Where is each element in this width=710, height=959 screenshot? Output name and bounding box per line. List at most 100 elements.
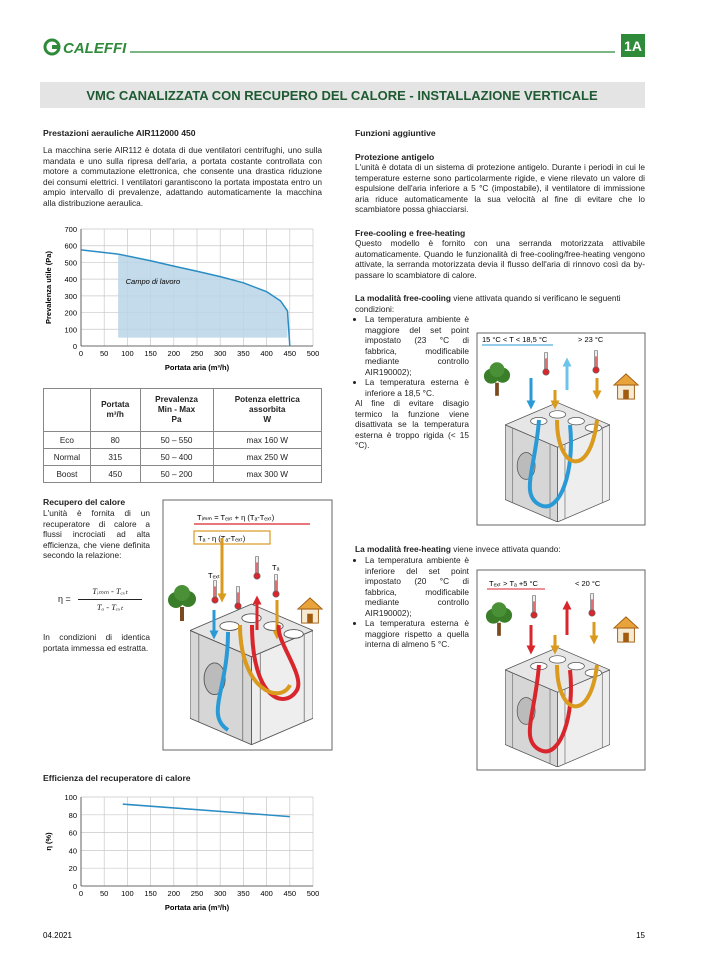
label-text: Tₑₓₜ [208, 571, 220, 580]
y-tick-label: 400 [64, 275, 77, 284]
y-tick-label: 20 [69, 864, 77, 873]
table-row: Eco 80 50 – 550 max 160 W [43, 431, 322, 449]
sub-heading: Protezione antigelo [355, 152, 435, 162]
working-area [118, 254, 288, 338]
paragraph: L'unità è dotata di un sistema di protez… [355, 162, 645, 214]
label-ta: Tₐ [272, 563, 280, 572]
y-axis-label: Prevalenza utile (Pa) [44, 251, 53, 324]
formula-fraction: Tᵢₘₘ - Tₑₓₜ Tₐ - Tₑₓₜ [78, 586, 142, 613]
x-tick-label: 50 [100, 889, 108, 898]
indoor-condition: > 23 °C [578, 335, 604, 344]
bullet: La temperatura esterna è maggiore rispet… [365, 618, 469, 650]
y-tick-label: 300 [64, 292, 77, 301]
section-badge [621, 34, 645, 57]
y-tick-label: 100 [64, 793, 77, 802]
formula-lhs: η = [58, 594, 71, 604]
y-tick-label: 600 [64, 242, 77, 251]
x-axis-label: Portata aria (m³/h) [165, 363, 230, 372]
table-cell: Eco [43, 431, 91, 449]
section-heading: Prestazioni aerauliche AIR112000 450 [43, 128, 196, 138]
y-tick-label: 500 [64, 258, 77, 267]
table-row: Normal 315 50 – 400 max 250 W [43, 448, 322, 466]
annotation: Campo di lavoro [126, 277, 181, 286]
table-cell: max 160 W [212, 431, 322, 449]
paragraph: Al fine di evitare disagio termico la fu… [355, 398, 469, 450]
paragraph: La macchina serie AIR112 è dotata di due… [43, 145, 322, 208]
table-header-cell [43, 388, 91, 432]
section-heading: Funzioni aggiuntive [355, 128, 436, 138]
table-header-cell: Portata m³/h [89, 388, 141, 432]
formula-denominator: Tₐ - Tₑₓₜ [96, 602, 124, 612]
air-flow [555, 664, 599, 709]
x-tick-label: 300 [214, 889, 227, 898]
sub-heading: Free-cooling e free-heating [355, 228, 466, 238]
formula-numerator: Tᵢₘₘ - Tₑₓₜ [78, 586, 142, 600]
table-cell: 80 [89, 431, 141, 449]
section-heading: Recupero del calore [43, 497, 126, 507]
x-tick-label: 150 [144, 349, 157, 358]
data-line [122, 803, 290, 818]
free-heating-diagram: Tₑₓₜ > Tₐ +5 °C < 20 °C [476, 569, 646, 771]
table-cell: 50 – 400 [139, 448, 214, 466]
x-tick-label: 0 [79, 349, 83, 358]
y-tick-label: 40 [69, 846, 77, 855]
bullet-list: La temperatura ambiente è maggiore del s… [355, 314, 469, 451]
indoor-condition: < 20 °C [575, 579, 601, 588]
bullet: La temperatura esterna è inferiore a 18,… [365, 377, 469, 398]
x-tick-label: 300 [214, 349, 227, 358]
paragraph: La modalità free-heating viene invece at… [355, 544, 645, 555]
page-number: 15 [636, 931, 645, 940]
x-tick-label: 150 [144, 889, 157, 898]
air-flow [238, 624, 292, 696]
air-flow [215, 631, 230, 732]
y-tick-label: 200 [64, 309, 77, 318]
lead: La modalità free-cooling [355, 293, 451, 303]
x-tick-label: 350 [237, 889, 250, 898]
text: viene invece attivata quando: [450, 544, 561, 554]
x-tick-label: 100 [121, 889, 134, 898]
table-cell: Normal [43, 448, 91, 466]
air-flow [555, 419, 599, 464]
y-tick-label: 100 [64, 325, 77, 334]
x-tick-label: 450 [284, 889, 297, 898]
paragraph: In condizioni di identica portata immess… [43, 632, 150, 653]
air-flow [250, 624, 301, 701]
table-header-cell: Prevalenza Min - Max Pa [139, 388, 214, 432]
logo: CALEFFI [43, 38, 127, 57]
table-cell: 315 [89, 448, 141, 466]
table-cell: 50 – 550 [139, 431, 214, 449]
performance-table: Portata m³/h Prevalenza Min - Max Pa Pot… [43, 388, 322, 483]
pressure-chart: 0 100 200 300 400 500 600 700 0 50 100 150 200 250 300… [44, 225, 319, 372]
recovery-diagram: Tᵢₘₘ = Tₑₓₜ + η (Tₐ-Tₑₓₜ) Tₐ - η (Tₐ-Tₑₓ… [162, 499, 333, 751]
table-cell: 50 – 200 [139, 465, 214, 483]
outdoor-condition: Tₑₓₜ > Tₐ +5 °C [489, 579, 539, 588]
y-tick-label: 0 [73, 342, 77, 351]
formula-immission: Tᵢₘₘ = Tₑₓₜ + η (Tₐ-Tₑₓₜ) [197, 513, 275, 522]
x-tick-label: 250 [191, 889, 204, 898]
x-tick-label: 200 [168, 889, 181, 898]
x-tick-label: 500 [307, 349, 320, 358]
brand: CALEFFI [63, 40, 127, 57]
y-tick-label: 700 [64, 225, 77, 234]
text: viene attivata quando si verificano le s… [355, 293, 621, 314]
table-header-cell: Potenza elettrica assorbita W [212, 388, 322, 432]
y-tick-label: 60 [69, 829, 77, 838]
table-cell: max 250 W [212, 448, 322, 466]
y-tick-label: 0 [73, 882, 77, 891]
paragraph: L'unità è fornita di un recuperatore di … [43, 508, 150, 560]
x-tick-label: 500 [307, 889, 320, 898]
section-heading: Efficienza del recuperatore di calore [43, 773, 191, 783]
x-tick-label: 100 [121, 349, 134, 358]
x-tick-label: 350 [237, 349, 250, 358]
table-row: Boost 450 50 – 200 max 300 W [43, 465, 322, 483]
paragraph: Questo modello è fornito con una serrand… [355, 238, 645, 280]
bullet-list: La temperatura ambiente è inferiore del … [355, 555, 469, 650]
table-cell: 450 [89, 465, 141, 483]
lead: La modalità free-heating [355, 544, 451, 554]
y-tick-label: 80 [69, 811, 77, 820]
x-tick-label: 200 [168, 349, 181, 358]
efficiency-chart: 0 20 40 60 80 100 0 50 100 150 200 250 300 350 400 450 5… [44, 793, 319, 912]
formula-box [193, 530, 271, 545]
